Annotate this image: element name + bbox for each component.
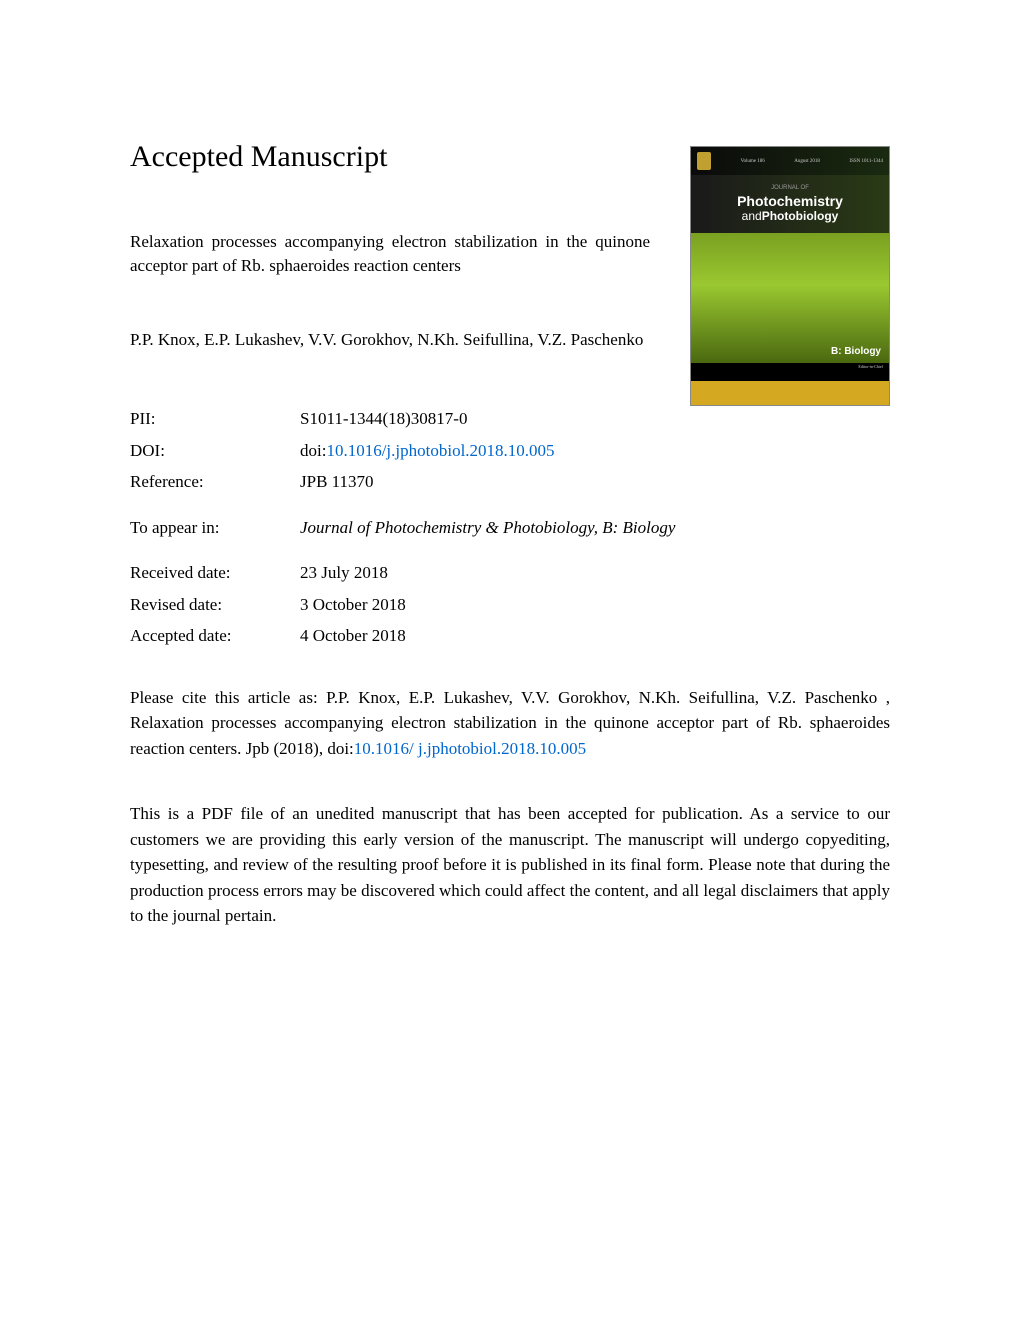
metadata-table: PII: S1011-1344(18)30817-0 DOI: doi:10.1…	[130, 406, 890, 649]
doi-link[interactable]: 10.1016/j.jphotobiol.2018.10.005	[326, 441, 554, 460]
citation-text: Please cite this article as: P.P. Knox, …	[130, 685, 890, 762]
cover-journal-line1: Photochemistry	[737, 193, 843, 209]
accepted-value: 4 October 2018	[300, 623, 890, 649]
appear-label: To appear in:	[130, 515, 300, 541]
cover-section-badge: B: Biology	[831, 346, 881, 357]
meta-row-reference: Reference: JPB 11370	[130, 469, 890, 495]
journal-cover-thumbnail: Volume 186 August 2018 ISSN 1011-1344 JO…	[690, 146, 890, 406]
meta-row-accepted: Accepted date: 4 October 2018	[130, 623, 890, 649]
cover-mid-image: B: Biology	[691, 233, 889, 363]
cover-date: August 2018	[794, 159, 820, 164]
meta-row-appear: To appear in: Journal of Photochemistry …	[130, 515, 890, 541]
meta-row-pii: PII: S1011-1344(18)30817-0	[130, 406, 890, 432]
article-title: Relaxation processes accompanying electr…	[130, 230, 650, 278]
publisher-logo-icon	[697, 152, 711, 170]
cover-bottom-bar	[691, 381, 889, 406]
meta-row-doi: DOI: doi:10.1016/j.jphotobiol.2018.10.00…	[130, 438, 890, 464]
doi-value: doi:10.1016/j.jphotobiol.2018.10.005	[300, 438, 890, 464]
pii-label: PII:	[130, 406, 300, 432]
doi-label: DOI:	[130, 438, 300, 464]
cover-journal-small: JOURNAL OF	[771, 185, 809, 191]
cover-strip: Editor-in-Chief	[691, 363, 889, 381]
cover-photo: Photobiology	[762, 209, 839, 223]
cover-issn: ISSN 1011-1344	[849, 159, 883, 164]
doi-prefix: doi:	[300, 441, 326, 460]
citation-doi-link-part1[interactable]: 10.1016/	[354, 739, 414, 758]
cover-and: and	[742, 209, 762, 223]
cover-editors: Editor-in-Chief	[858, 365, 883, 370]
cover-section-text: B: Biology	[831, 346, 881, 357]
reference-value: JPB 11370	[300, 469, 890, 495]
reference-label: Reference:	[130, 469, 300, 495]
appear-value: Journal of Photochemistry & Photobiology…	[300, 515, 890, 541]
meta-row-received: Received date: 23 July 2018	[130, 560, 890, 586]
received-value: 23 July 2018	[300, 560, 890, 586]
accepted-manuscript-heading: Accepted Manuscript	[130, 140, 650, 174]
revised-label: Revised date:	[130, 592, 300, 618]
cover-title-band: JOURNAL OF Photochemistry andPhotobiolog…	[691, 175, 889, 233]
revised-value: 3 October 2018	[300, 592, 890, 618]
citation-doi-link-part2[interactable]: j.jphotobiol.2018.10.005	[418, 739, 586, 758]
cover-top-bar: Volume 186 August 2018 ISSN 1011-1344	[691, 147, 889, 175]
authors: P.P. Knox, E.P. Lukashev, V.V. Gorokhov,…	[130, 328, 650, 352]
cover-journal-line2: andPhotobiology	[742, 209, 839, 223]
meta-row-revised: Revised date: 3 October 2018	[130, 592, 890, 618]
disclaimer-text: This is a PDF file of an unedited manusc…	[130, 801, 890, 929]
pii-value: S1011-1344(18)30817-0	[300, 406, 890, 432]
cover-volume: Volume 186	[741, 159, 765, 164]
accepted-label: Accepted date:	[130, 623, 300, 649]
received-label: Received date:	[130, 560, 300, 586]
